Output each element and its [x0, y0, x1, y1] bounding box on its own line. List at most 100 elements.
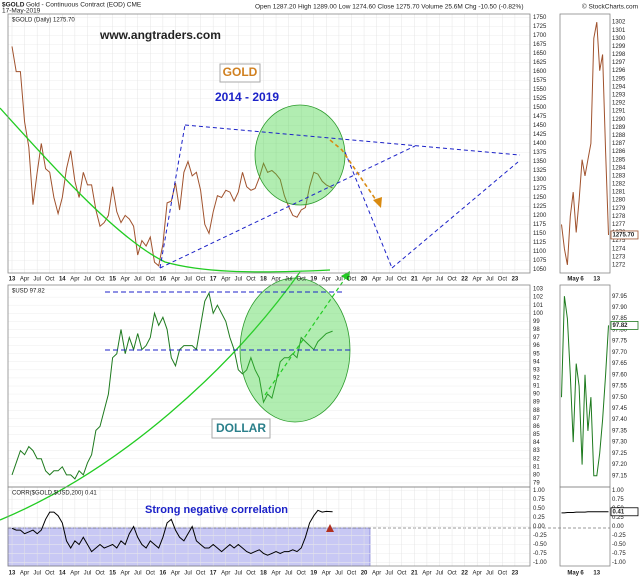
- last-value-box: [610, 230, 639, 240]
- y-tick-label: 89: [533, 400, 540, 406]
- x-tick-label: Oct: [447, 277, 457, 283]
- arrow-head: [373, 197, 382, 208]
- y-tick-label: -0.50: [533, 542, 547, 548]
- x-tick-label: Oct: [246, 571, 256, 577]
- y-tick-label: 1700: [533, 33, 547, 39]
- x-tick-label: Apr: [473, 277, 482, 283]
- triangle-lines: [159, 124, 521, 269]
- x-tick-label: Apr: [422, 571, 431, 577]
- y-tick-label: 1277: [612, 222, 626, 228]
- x-tick-label: 15: [109, 571, 116, 577]
- x-tick-label: Oct: [45, 277, 55, 283]
- x-tick-label: Jul: [385, 277, 393, 283]
- x-tick-label: Oct: [196, 571, 206, 577]
- x-tick-label: Jul: [385, 571, 393, 577]
- y-tick-label: 97.80: [612, 327, 628, 333]
- correlation-shading: [7, 527, 610, 567]
- x-tick-label: Oct: [95, 571, 105, 577]
- x-tick-label: 23: [512, 571, 519, 577]
- y-tick-label: 92: [533, 375, 540, 381]
- x-tick-label: 13: [9, 571, 16, 577]
- y-tick-label: -1.00: [533, 560, 547, 566]
- x-tick-label: 16: [160, 571, 167, 577]
- x-tick-label: 13: [9, 277, 16, 283]
- symbol: $GOLD: [2, 2, 25, 9]
- y-tick-label: 1286: [612, 149, 626, 155]
- annotation-box: [219, 63, 261, 83]
- x-tick-label: Jul: [184, 571, 192, 577]
- y-tick-label: 1725: [533, 24, 547, 30]
- x-tick-label: 22: [461, 277, 468, 283]
- y-tick-label: 97: [533, 335, 540, 341]
- credit: © StockCharts.com: [582, 3, 638, 11]
- arrow-head: [326, 524, 334, 532]
- x-tick-label: Oct: [498, 571, 508, 577]
- y-tick-label: 1150: [533, 231, 547, 237]
- x-tick-label: Jul: [486, 571, 494, 577]
- y-tick-label: 1425: [533, 132, 547, 138]
- y-tick-label: 1301: [612, 28, 626, 34]
- dashed-line: [159, 124, 186, 269]
- x-tick-label: 13: [593, 571, 600, 577]
- annotation: Strong negative correlation: [145, 504, 288, 516]
- projection-arrow: [329, 139, 379, 204]
- trend-curve: [0, 271, 301, 521]
- x-tick-label: Oct: [95, 277, 105, 283]
- x-tick-label: Jul: [285, 571, 293, 577]
- y-tick-label: 97.35: [612, 428, 628, 434]
- y-tick-label: 0.75: [612, 497, 624, 503]
- y-tick-label: 86: [533, 424, 540, 430]
- y-tick-label: 1575: [533, 78, 547, 84]
- y-tick-label: 97.75: [612, 339, 628, 345]
- y-tick-label: 97.55: [612, 384, 628, 390]
- y-tick-label: 83: [533, 448, 540, 454]
- x-tick-label: Jul: [84, 571, 92, 577]
- x-tick-label: Jul: [33, 571, 41, 577]
- y-tick-label: 103: [533, 287, 544, 293]
- x-tick-label: Apr: [20, 277, 29, 283]
- y-tick-label: 97.70: [612, 350, 628, 356]
- x-tick-label: Jul: [33, 277, 41, 283]
- y-tick-label: 1450: [533, 123, 547, 129]
- dashed-line: [159, 145, 416, 269]
- y-tick-label: 95: [533, 351, 540, 357]
- x-tick-label: Apr: [171, 571, 180, 577]
- x-tick-label: 20: [361, 277, 368, 283]
- y-tick-label: 101: [533, 303, 544, 309]
- y-tick-label: 1280: [612, 198, 626, 204]
- x-tick-label: Oct: [45, 571, 55, 577]
- y-tick-label: 0.50: [533, 506, 545, 512]
- x-tick-label: Jul: [134, 571, 142, 577]
- series-line: [11, 291, 333, 480]
- panel-legend: $GOLD (Daily) 1275.70: [12, 18, 75, 24]
- x-tick-label: 21: [411, 277, 418, 283]
- y-tick-label: 85: [533, 432, 540, 438]
- y-tick-label: 1550: [533, 87, 547, 93]
- y-tick-label: 97.65: [612, 361, 628, 367]
- x-tick-label: Apr: [70, 571, 79, 577]
- x-tick-label: Oct: [498, 277, 508, 283]
- y-tick-label: 84: [533, 440, 540, 446]
- y-tick-label: 1175: [533, 222, 547, 228]
- y-tick-label: -1.00: [612, 560, 626, 566]
- annotation: 2014 - 2019: [215, 90, 279, 104]
- x-tick-label: Oct: [297, 277, 307, 283]
- x-tick-label: 18: [260, 277, 267, 283]
- x-tick-label: 18: [260, 571, 267, 577]
- x-tick-label: Oct: [397, 571, 407, 577]
- y-tick-label: 1292: [612, 101, 626, 107]
- x-tick-label: Apr: [70, 277, 79, 283]
- y-tick-label: 1275: [612, 238, 626, 244]
- y-tick-label: 0.25: [612, 515, 624, 521]
- y-tick-label: 1300: [533, 177, 547, 183]
- last-value-label: 97.82: [613, 323, 629, 329]
- y-tick-label: 1289: [612, 125, 626, 131]
- x-tick-label: Apr: [121, 571, 130, 577]
- date: 17-May-2019: [2, 8, 41, 15]
- x-tick-label: Oct: [246, 277, 256, 283]
- y-tick-label: 87: [533, 416, 540, 422]
- y-tick-label: 1500: [533, 105, 547, 111]
- y-tick-label: 1287: [612, 141, 626, 147]
- x-tick-label: 15: [109, 277, 116, 283]
- y-tick-label: 1325: [533, 168, 547, 174]
